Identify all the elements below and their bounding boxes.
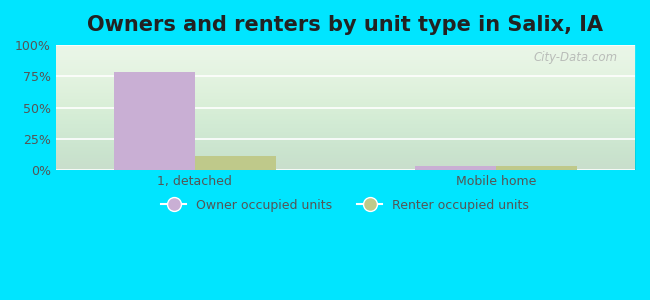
Bar xyxy=(114,73,195,170)
Legend: Owner occupied units, Renter occupied units: Owner occupied units, Renter occupied un… xyxy=(157,194,534,217)
Bar xyxy=(195,156,276,170)
Title: Owners and renters by unit type in Salix, IA: Owners and renters by unit type in Salix… xyxy=(87,15,603,35)
Bar xyxy=(496,167,577,170)
Text: City-Data.com: City-Data.com xyxy=(534,51,618,64)
Bar xyxy=(415,167,496,170)
